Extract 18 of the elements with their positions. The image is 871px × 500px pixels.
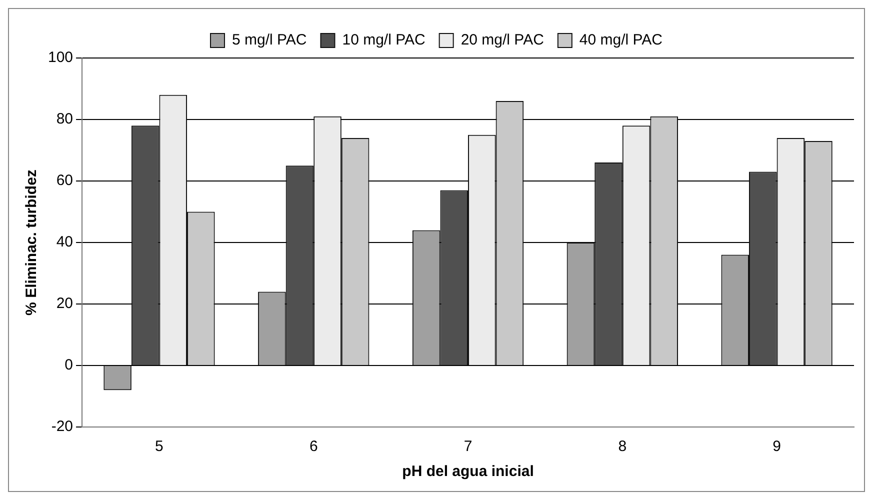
legend-label: 10 mg/l PAC xyxy=(342,32,426,49)
x-tick-label: 8 xyxy=(618,438,627,456)
y-tick-label: 100 xyxy=(48,49,74,66)
y-tick-label: 0 xyxy=(64,356,74,374)
x-axis-title: pH del agua inicial xyxy=(402,463,534,480)
x-tick-label: 6 xyxy=(309,438,318,456)
y-tick-label: 60 xyxy=(56,172,74,190)
y-tick-label: 80 xyxy=(56,110,74,128)
y-tick-label: 20 xyxy=(56,295,74,312)
legend-label: 5 mg/l PAC xyxy=(232,32,307,49)
y-axis-title: % Eliminac. turbidez xyxy=(23,170,40,316)
x-tick-label: 9 xyxy=(772,438,781,456)
legend-label: 20 mg/l PAC xyxy=(460,32,544,49)
x-tick-label: 5 xyxy=(155,438,164,456)
x-tick-label: 7 xyxy=(464,438,472,456)
y-tick-label: 40 xyxy=(56,234,74,251)
legend-label: 40 mg/l PAC xyxy=(579,32,663,49)
y-tick-label: -20 xyxy=(51,418,74,436)
